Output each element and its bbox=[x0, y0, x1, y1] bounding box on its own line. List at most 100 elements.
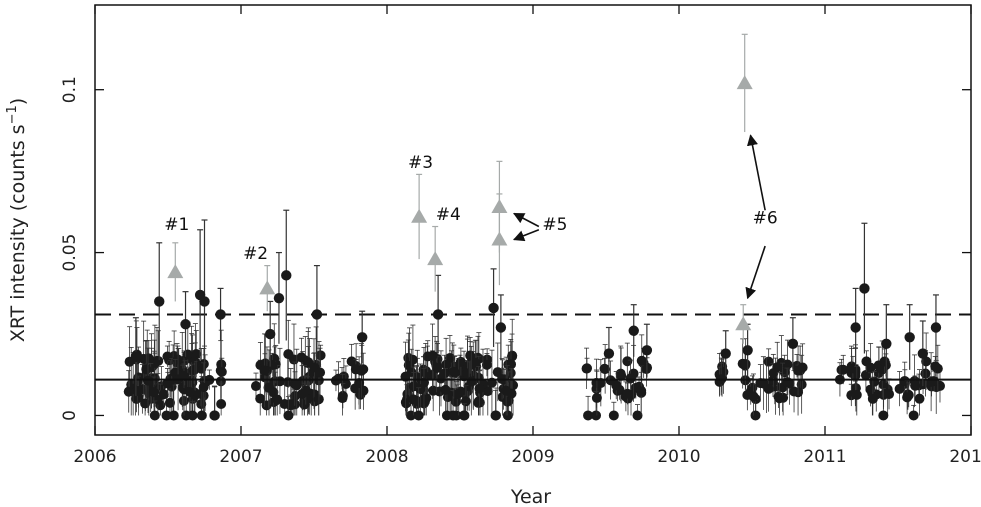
cluster-point bbox=[763, 356, 774, 367]
cluster-point bbox=[350, 364, 361, 375]
cluster-point bbox=[141, 364, 152, 375]
annotation-arrow bbox=[513, 212, 540, 228]
flare-triangle bbox=[427, 251, 444, 266]
cluster-point bbox=[448, 410, 459, 421]
cluster-point bbox=[894, 383, 905, 394]
cluster-point bbox=[432, 362, 443, 373]
data-point bbox=[199, 296, 210, 307]
cluster-point bbox=[884, 389, 895, 400]
data-point bbox=[881, 338, 892, 349]
x-tick-label: 2012 bbox=[949, 447, 981, 467]
cluster-point bbox=[123, 386, 134, 397]
data-point bbox=[180, 319, 191, 330]
data-point bbox=[356, 332, 368, 343]
y-axis-title-main: XRT intensity (counts s bbox=[7, 124, 29, 342]
cluster-point bbox=[636, 355, 647, 366]
flare-triangle bbox=[735, 316, 752, 331]
cluster-point bbox=[914, 393, 925, 404]
cluster-point bbox=[921, 356, 932, 367]
observation-clusters bbox=[123, 318, 945, 421]
cluster-point bbox=[838, 364, 849, 375]
y-axis-title-end: ) bbox=[7, 98, 29, 105]
cluster-point bbox=[481, 359, 492, 370]
data-point bbox=[603, 348, 615, 359]
y-tick-label: 0.1 bbox=[60, 76, 80, 103]
y-tick-label: 0 bbox=[60, 410, 80, 421]
cluster-point bbox=[267, 359, 278, 370]
cluster-point bbox=[796, 379, 807, 390]
y-axis-title: XRT intensity (counts s−1) bbox=[5, 98, 29, 342]
cluster-point bbox=[168, 410, 179, 421]
cluster-point bbox=[490, 410, 501, 421]
cluster-point bbox=[583, 410, 594, 421]
cluster-point bbox=[153, 355, 164, 366]
annotation-label: #6 bbox=[753, 208, 778, 228]
cluster-point bbox=[448, 366, 459, 377]
cluster-point bbox=[162, 378, 173, 389]
x-tick-label: 2007 bbox=[219, 447, 262, 467]
cluster-point bbox=[740, 359, 751, 370]
cluster-point bbox=[216, 366, 227, 377]
cluster-point bbox=[346, 356, 357, 367]
cluster-point bbox=[209, 410, 220, 421]
data-point bbox=[917, 348, 929, 359]
cluster-point bbox=[899, 375, 910, 386]
cluster-point bbox=[867, 393, 878, 404]
cluster-point bbox=[902, 392, 913, 403]
cluster-point bbox=[797, 362, 808, 373]
cluster-point bbox=[622, 356, 633, 367]
data-points bbox=[130, 270, 942, 363]
x-axis-title: Year bbox=[510, 486, 551, 507]
cluster-point bbox=[315, 350, 326, 361]
cluster-point bbox=[283, 410, 294, 421]
cluster-point bbox=[413, 410, 424, 421]
cluster-point bbox=[337, 393, 348, 404]
cluster-point bbox=[632, 410, 643, 421]
cluster-point bbox=[297, 388, 308, 399]
cluster-point bbox=[861, 356, 872, 367]
cluster-point bbox=[869, 376, 880, 387]
data-point bbox=[850, 322, 861, 333]
cluster-point bbox=[330, 375, 341, 386]
flare-triangle bbox=[411, 208, 428, 223]
x-tick-label: 2006 bbox=[73, 447, 116, 467]
cluster-point bbox=[591, 392, 602, 403]
cluster-point bbox=[450, 396, 461, 407]
data-point bbox=[488, 302, 499, 314]
cluster-point bbox=[187, 410, 198, 421]
data-point bbox=[641, 345, 653, 356]
cluster-point bbox=[408, 394, 419, 405]
cluster-point bbox=[591, 410, 602, 421]
data-point bbox=[720, 348, 731, 359]
data-point bbox=[930, 322, 942, 333]
data-point bbox=[787, 338, 799, 349]
annotation-label: #1 bbox=[164, 215, 189, 235]
cluster-point bbox=[198, 382, 209, 393]
cluster-point bbox=[506, 388, 517, 399]
x-tick-label: 2011 bbox=[803, 447, 846, 467]
cluster-point bbox=[460, 396, 471, 407]
x-tick-label: 2008 bbox=[365, 447, 408, 467]
y-tick-label: 0.05 bbox=[60, 234, 80, 272]
cluster-point bbox=[615, 368, 626, 379]
cluster-point bbox=[340, 378, 351, 389]
cluster-point bbox=[216, 399, 227, 410]
cluster-point bbox=[774, 393, 785, 404]
axis-ticks: 2006 2007 2008 2009 2010 2011 2012 0 0.05 0.1 bbox=[60, 5, 981, 467]
flare-triangle bbox=[491, 231, 508, 246]
cluster-point bbox=[161, 410, 172, 421]
annotation-label: #5 bbox=[542, 215, 567, 235]
cluster-point bbox=[622, 388, 633, 399]
cluster-point bbox=[926, 376, 937, 387]
flare-triangle bbox=[491, 198, 508, 213]
cluster-point bbox=[930, 361, 941, 372]
x-tick-label: 2010 bbox=[657, 447, 700, 467]
cluster-point bbox=[264, 382, 275, 393]
data-point bbox=[859, 283, 870, 294]
annotation-arrow bbox=[746, 134, 766, 211]
data-point bbox=[742, 345, 753, 356]
data-point bbox=[311, 309, 323, 320]
cluster-point bbox=[625, 373, 636, 384]
y-axis-title-sup: −1 bbox=[5, 105, 20, 124]
annotation-label: #2 bbox=[243, 244, 268, 264]
